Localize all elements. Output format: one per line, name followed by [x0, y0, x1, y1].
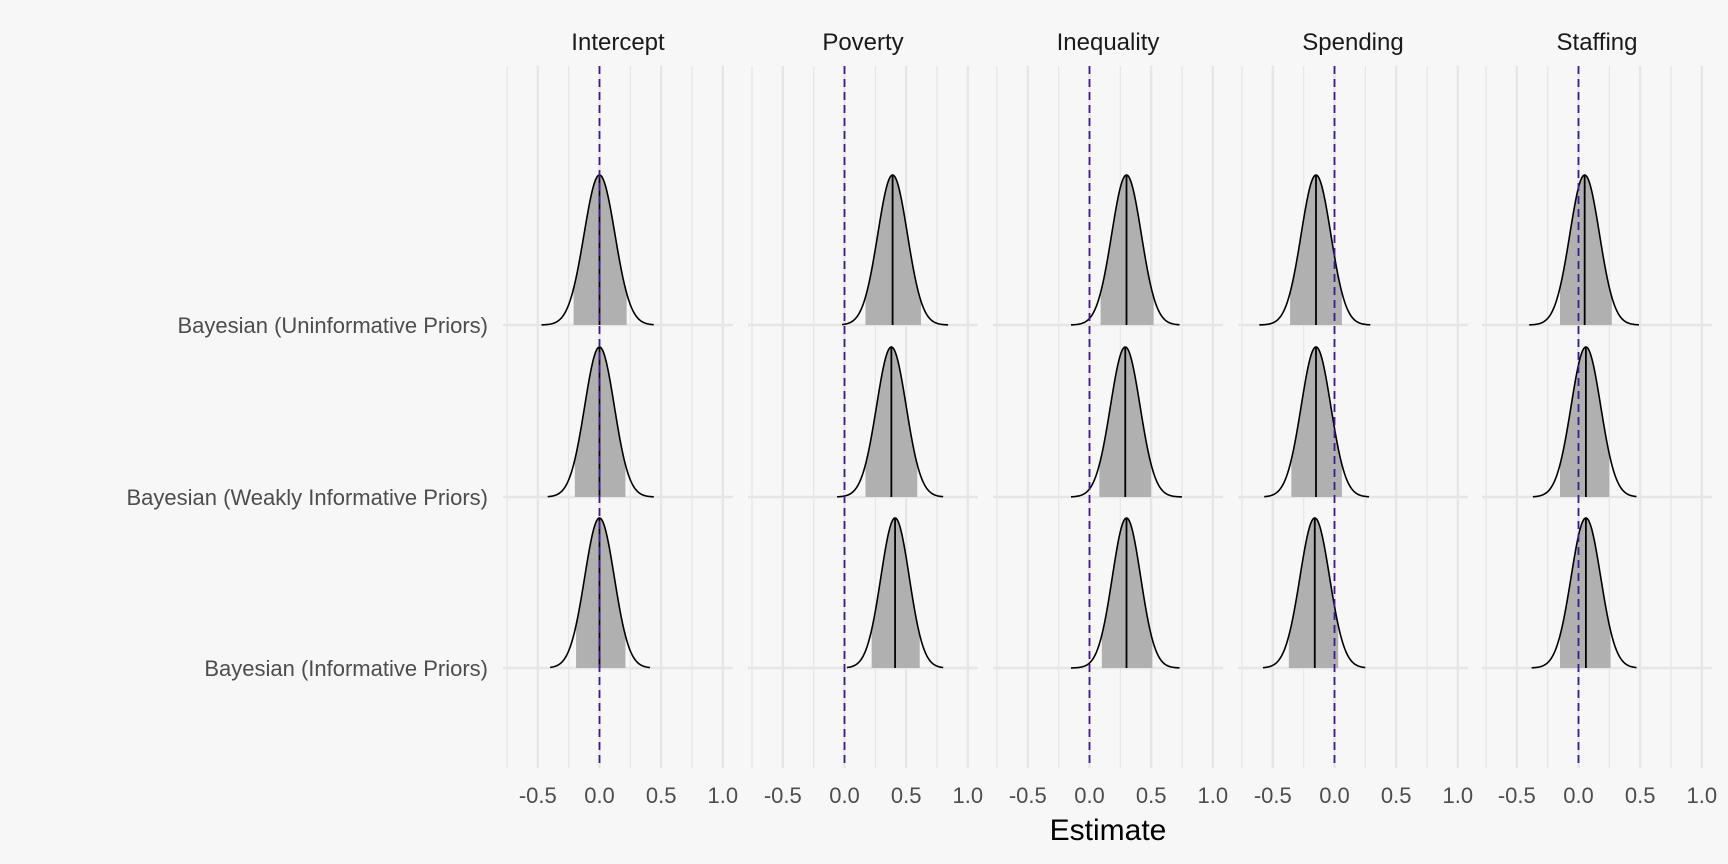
x-tick-label-spending: 1.0	[1443, 783, 1474, 808]
ci-area-staffing-row-1	[1560, 175, 1612, 325]
facet-title-poverty: Poverty	[822, 29, 903, 56]
density-curve-staffing-row-3	[1531, 517, 1637, 669]
x-tick-label-staffing: 0.5	[1625, 783, 1656, 808]
density-curve-poverty-row-2	[837, 346, 944, 498]
x-tick-label-spending: 0.0	[1319, 783, 1350, 808]
x-tick-label-poverty: 1.0	[953, 783, 984, 808]
density-curve-inequality-row-3	[1070, 517, 1180, 669]
x-tick-label-poverty: -0.5	[764, 783, 802, 808]
facet-title-staffing: Staffing	[1557, 29, 1638, 56]
text-layer: Estimate Bayesian (Uninformative Priors)…	[127, 29, 1718, 847]
density-curve-staffing-row-2	[1532, 346, 1637, 498]
x-tick-label-intercept: -0.5	[519, 783, 557, 808]
x-tick-label-staffing: 1.0	[1687, 783, 1718, 808]
density-curve-poverty-row-1	[841, 174, 949, 326]
x-tick-label-spending: -0.5	[1254, 783, 1292, 808]
x-tick-label-inequality: -0.5	[1009, 783, 1047, 808]
facet-title-spending: Spending	[1302, 29, 1403, 56]
x-tick-label-poverty: 0.5	[891, 783, 922, 808]
facet-title-intercept: Intercept	[571, 29, 665, 56]
row-label-3: Bayesian (Informative Priors)	[204, 656, 488, 681]
density-curve-spending-row-1	[1259, 174, 1371, 326]
row-label-1: Bayesian (Uninformative Priors)	[177, 313, 488, 338]
row-label-2: Bayesian (Weakly Informative Priors)	[127, 485, 489, 510]
reference-line-layer	[598, 66, 1580, 768]
x-tick-label-staffing: 0.0	[1563, 783, 1594, 808]
x-tick-label-intercept: 0.0	[584, 783, 615, 808]
x-tick-label-inequality: 0.5	[1136, 783, 1167, 808]
x-tick-label-inequality: 1.0	[1198, 783, 1229, 808]
x-tick-label-intercept: 1.0	[708, 783, 739, 808]
facet-title-inequality: Inequality	[1057, 29, 1160, 56]
x-axis-title: Estimate	[1050, 814, 1167, 847]
x-tick-label-inequality: 0.0	[1074, 783, 1105, 808]
x-tick-label-staffing: -0.5	[1498, 783, 1536, 808]
density-curve-intercept-row-2	[547, 346, 654, 498]
x-tick-label-spending: 0.5	[1381, 783, 1412, 808]
x-tick-label-intercept: 0.5	[646, 783, 677, 808]
density-curve-intercept-row-1	[541, 174, 654, 326]
x-tick-label-poverty: 0.0	[829, 783, 860, 808]
